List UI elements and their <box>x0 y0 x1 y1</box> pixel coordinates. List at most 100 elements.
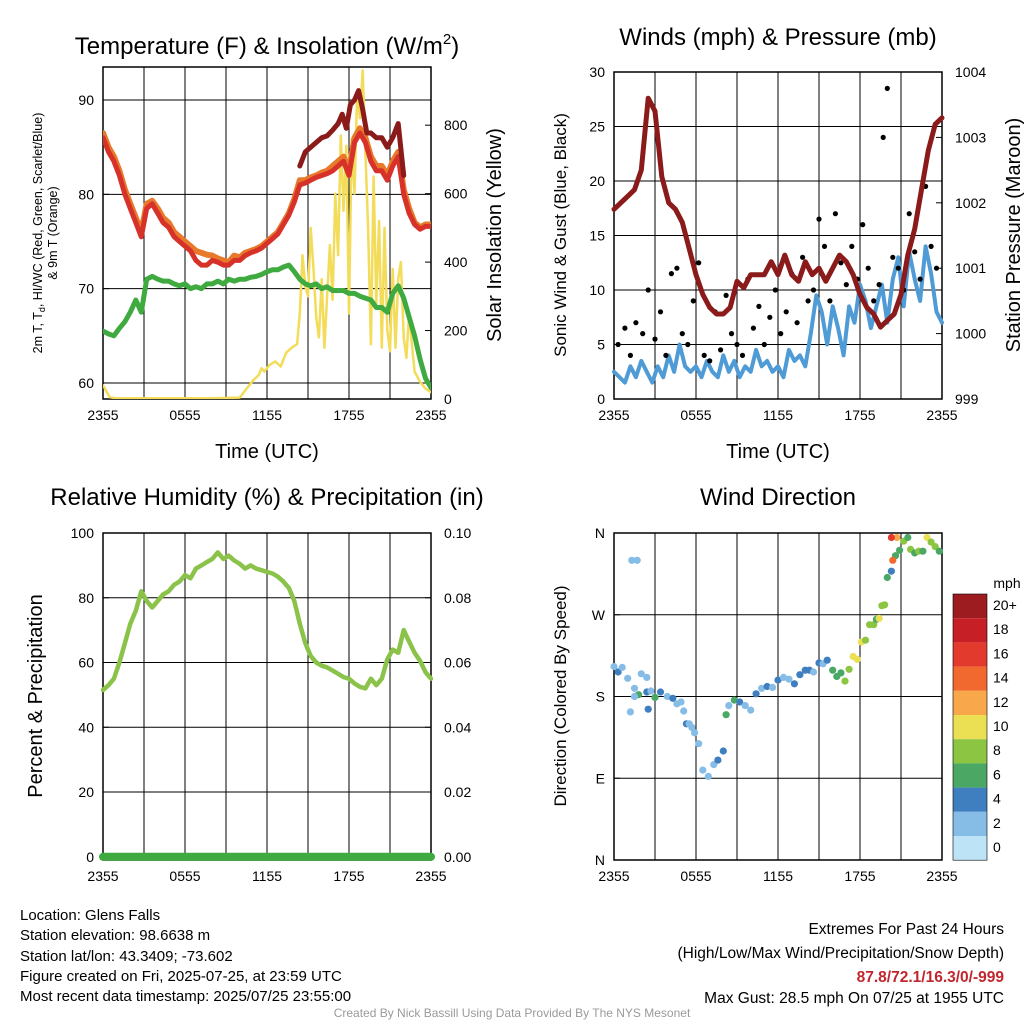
gust-point <box>805 298 811 304</box>
extremes-subtitle: (High/Low/Max Wind/Precipitation/Snow De… <box>677 945 1005 962</box>
direction-point <box>845 665 853 673</box>
winds-chart-title: Winds (mph) & Pressure (mb) <box>619 24 936 51</box>
gust-point <box>701 352 707 358</box>
wind-direction-chart-title: Wind Direction <box>700 484 856 511</box>
gust-point <box>917 276 923 282</box>
humidity-grid <box>102 532 432 860</box>
direction-point <box>637 670 645 678</box>
winds-y2tick-label: 1001 <box>955 260 986 276</box>
winds-xtick-label: 2355 <box>598 407 629 423</box>
gust-point <box>756 303 762 309</box>
gust-point <box>890 254 896 260</box>
gust-point <box>663 352 669 358</box>
winds-y2tick-label: 1004 <box>955 64 986 80</box>
svg-text:& 9m T (Orange): & 9m T (Orange) <box>46 186 60 279</box>
temperature-xtick-label: 1155 <box>252 407 282 423</box>
legend-label: 4 <box>993 791 1001 807</box>
temperature-series-layer <box>103 69 431 399</box>
direction-point <box>699 766 707 774</box>
direction-point <box>883 573 891 582</box>
gust-point <box>718 347 724 353</box>
direction-point <box>829 666 837 674</box>
gust-point <box>723 292 729 298</box>
humidity-y2tick-label: 0.02 <box>444 784 471 800</box>
humidity-panel: Relative Humidity (%) & Precipitation (i… <box>25 484 484 884</box>
gust-point <box>657 309 664 315</box>
winds-plot-frame <box>613 71 943 400</box>
direction-point <box>747 706 755 714</box>
extremes-title: Extremes For Past 24 Hours <box>808 921 1004 938</box>
gust-point <box>761 341 767 348</box>
wind-direction-xtick-label: 0555 <box>680 868 711 884</box>
legend-swatch <box>953 836 987 861</box>
direction-point <box>651 693 659 702</box>
gust-point <box>933 265 940 271</box>
gust-point <box>772 287 778 293</box>
humidity-ytick-label: 20 <box>78 784 94 800</box>
temperature-ylabel: 2m T, Td, HI/WC (Red, Green, Scarlet/Blu… <box>31 113 60 354</box>
direction-point <box>861 636 870 644</box>
gust-point <box>750 325 757 331</box>
temperature-xtick-label: 2355 <box>87 407 118 423</box>
direction-point <box>704 772 712 781</box>
direction-point <box>663 692 671 701</box>
svg-text:2m T, Td, HI/WC (Red, Green, S: 2m T, Td, HI/WC (Red, Green, Scarlet/Blu… <box>31 113 47 354</box>
winds-y2tick-label: 1002 <box>955 195 986 211</box>
wind-direction-ytick-label: W <box>592 607 606 623</box>
temp-2m-line <box>103 130 431 268</box>
humidity-ytick-label: 80 <box>78 590 94 606</box>
gust-point <box>928 243 934 249</box>
wind-direction-xtick-label: 2355 <box>598 868 629 884</box>
location-text: Location: Glens Falls <box>20 907 161 924</box>
winds-panel: Winds (mph) & Pressure (mb) Time (UTC) S… <box>551 24 1024 463</box>
winds-ytick-label: 20 <box>589 173 605 189</box>
gust-point <box>849 243 855 249</box>
direction-point <box>633 556 641 564</box>
wind-direction-grid <box>613 532 943 861</box>
legend-swatch <box>953 594 987 619</box>
temperature-xtick-label: 1755 <box>333 407 364 423</box>
direction-point <box>618 663 626 672</box>
gust-point <box>816 216 822 222</box>
direction-point <box>790 680 799 688</box>
gust-point <box>783 309 789 315</box>
legend-label: 14 <box>993 670 1009 686</box>
max-gust-text: Max Gust: 28.5 mph On 07/25 at 1955 UTC <box>704 990 1004 1007</box>
winds-xtick-label: 1155 <box>763 407 793 423</box>
direction-point <box>875 614 883 623</box>
direction-point <box>923 533 931 542</box>
pressure-y2label: Station Pressure (Maroon) <box>1003 118 1024 353</box>
direction-point <box>896 546 904 554</box>
temperature-plot-frame <box>102 66 432 400</box>
recent-text: Most recent data timestamp: 2025/07/25 2… <box>20 988 352 1006</box>
legend-swatch <box>953 787 987 812</box>
gust-point <box>728 331 735 337</box>
winds-y2tick-label: 999 <box>955 391 979 407</box>
legend-swatch <box>953 739 987 764</box>
humidity-y2tick-label: 0.06 <box>444 655 471 671</box>
temperature-ytick-label: 80 <box>78 186 94 202</box>
gust-point <box>865 265 871 271</box>
legend-label: 20+ <box>993 597 1017 613</box>
direction-point <box>881 601 889 609</box>
direction-point <box>823 656 831 664</box>
direction-point <box>853 655 861 663</box>
wind-direction-points <box>610 533 943 781</box>
wind-direction-ytick-label: N <box>595 852 605 868</box>
temperature-y2tick-label: 400 <box>444 254 468 270</box>
temperature-y2tick-label: 600 <box>444 186 468 202</box>
humidity-y2tick-label: 0.00 <box>444 849 471 865</box>
humidity-xtick-label: 0555 <box>169 868 200 884</box>
gust-point <box>685 341 691 348</box>
direction-point <box>919 547 927 555</box>
gust-point <box>734 341 740 348</box>
dewpoint-line <box>103 262 431 391</box>
direction-point <box>796 671 804 679</box>
gust-point <box>821 243 828 249</box>
wind-direction-ytick-label: N <box>595 525 605 541</box>
direction-point <box>809 668 818 676</box>
winds-ytick-label: 15 <box>589 228 605 244</box>
wind-direction-xtick-label: 1155 <box>763 868 793 884</box>
gust-point <box>674 265 680 271</box>
direction-point <box>643 673 651 682</box>
